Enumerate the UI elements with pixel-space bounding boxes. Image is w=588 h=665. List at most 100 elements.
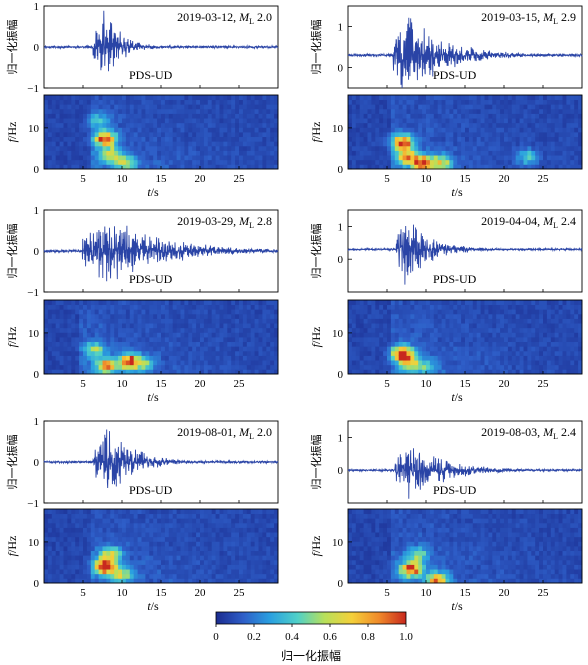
spectrogram-cell [161, 573, 166, 579]
spectrogram-cell [94, 99, 99, 105]
spectrogram-cell [176, 332, 181, 338]
spectrogram-cell [461, 122, 466, 128]
spectrogram-cell [168, 141, 174, 147]
spectrogram-cell [242, 527, 248, 533]
spectrogram-cell [406, 155, 411, 161]
spectrogram-cell [472, 159, 478, 165]
spectrogram-cell [558, 318, 563, 324]
spectrogram-cell [122, 541, 127, 547]
spectrogram-cell [235, 118, 240, 124]
spectrogram-cell [90, 332, 96, 338]
spectrogram-cell [75, 323, 80, 329]
spectrogram-cell [496, 346, 501, 352]
spectrogram-cell [122, 323, 127, 329]
spectrogram-cell [59, 122, 64, 128]
spectrogram-cell [44, 355, 49, 361]
spectrogram-cell [164, 141, 170, 147]
spectrogram-cell [149, 95, 154, 101]
spectrogram-cell [422, 141, 427, 147]
spectrogram-cell [531, 327, 536, 333]
spectrogram-cell [86, 546, 92, 552]
spectrogram-cell [184, 136, 189, 142]
spectrogram-cell [207, 369, 213, 375]
spectrogram-cell [161, 150, 166, 156]
spectrogram-cell [359, 118, 364, 124]
spectrogram-cell [145, 332, 150, 338]
spectrogram-cell [180, 145, 185, 151]
spectrogram-cell [387, 327, 392, 333]
spectrogram-cell [457, 309, 462, 315]
spectrogram-cell [83, 350, 88, 356]
spectrogram-cell [145, 313, 150, 319]
spectrogram-cell [102, 346, 107, 352]
spectrogram-cell [192, 509, 197, 515]
spectrogram-cell [507, 332, 513, 338]
spectrogram-cell [406, 145, 411, 151]
spectrogram-cell [383, 341, 388, 347]
spectrogram-cell [258, 304, 263, 310]
spectrogram-cell [441, 337, 446, 343]
spectrogram-cell [398, 313, 403, 319]
spectrogram-cell [94, 327, 99, 333]
spectrogram-cell [223, 550, 228, 556]
spectrogram-cell [239, 150, 244, 156]
spectrogram-cell [371, 350, 376, 356]
spectrogram-cell [75, 527, 80, 533]
spectrogram-cell [168, 108, 174, 114]
spectrogram-cell [94, 313, 99, 319]
spectrogram-cell [465, 108, 470, 114]
spectrogram-cell [106, 150, 111, 156]
spectrogram-cell [422, 341, 427, 347]
spectrogram-cell [79, 522, 84, 528]
spectrogram-cell [258, 364, 263, 370]
spectrogram-cell [125, 513, 131, 519]
spectrogram-cell [133, 564, 138, 570]
spectrogram-cell [157, 536, 162, 542]
spectrogram-cell [437, 364, 442, 370]
spectrogram-cell [488, 364, 493, 370]
spectrogram-cell [196, 122, 201, 128]
spectrogram-cell [449, 369, 454, 375]
spectrogram-cell [231, 122, 236, 128]
spectrogram-cell [375, 304, 380, 310]
spectrogram-cell [75, 99, 80, 105]
spectrogram-cell [426, 327, 431, 333]
spectrogram-cell [527, 323, 532, 329]
spectrogram-cell [254, 318, 259, 324]
spectrogram-cell [511, 355, 517, 361]
spectrogram-cell [215, 541, 220, 547]
spectrogram-cell [379, 104, 384, 110]
spectrogram-cell [363, 350, 368, 356]
spectrogram-cell [351, 309, 357, 315]
spectrogram-cell [426, 369, 431, 375]
spectrogram-cell [546, 369, 552, 375]
spectrogram-cell [531, 155, 536, 161]
spectrogram-cell [44, 346, 49, 352]
spectrogram-cell [270, 522, 275, 528]
spectrogram-cell [519, 104, 524, 110]
spectrogram-cell [355, 318, 361, 324]
spectrogram-cell [266, 104, 271, 110]
spectrogram-cell [465, 145, 470, 151]
spectrogram-cell [418, 360, 423, 366]
spectrogram-cell [566, 341, 571, 347]
spectrogram-cell [480, 108, 485, 114]
spectrogram-cell [383, 313, 388, 319]
spectrogram-cell [98, 527, 103, 533]
spectrogram-cell [266, 323, 271, 329]
spectrogram-cell [558, 355, 563, 361]
spectrogram-cell [94, 122, 99, 128]
spectrogram-cell [63, 318, 68, 324]
spectrogram-cell [445, 318, 450, 324]
spectrogram-cell [192, 532, 197, 538]
spectrogram-cell [83, 550, 88, 556]
spectrogram-cell [398, 327, 403, 333]
spectrogram-cell [550, 327, 556, 333]
waveform-y-label: 归一化振幅 [309, 224, 323, 279]
spectrogram-cell [515, 355, 520, 361]
spectrogram-cell [51, 573, 57, 579]
spectrogram-cell [410, 369, 415, 375]
spectrogram-cell [188, 304, 193, 310]
spectrogram-cell [102, 369, 107, 375]
spectrogram-cell [180, 355, 185, 361]
